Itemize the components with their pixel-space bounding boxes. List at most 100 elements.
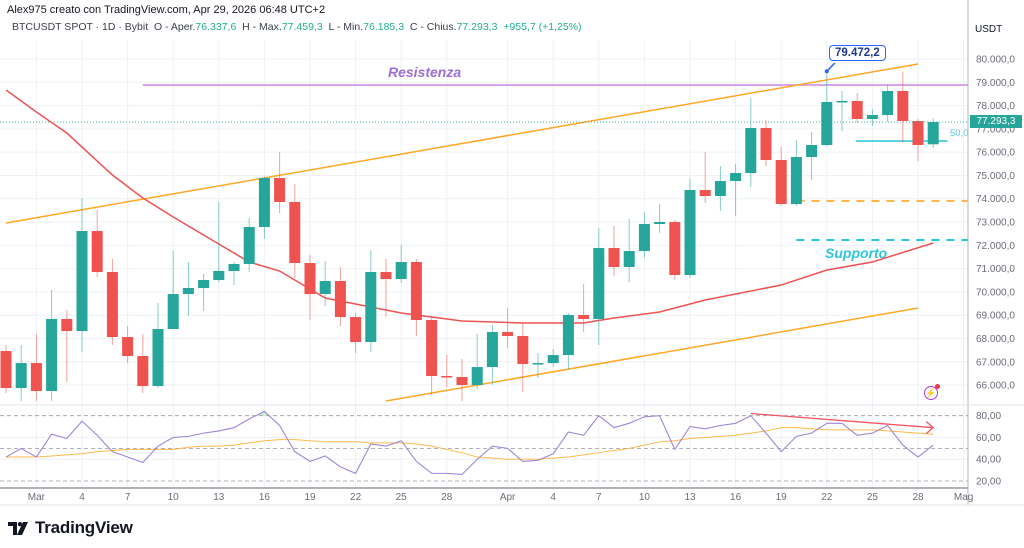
time-tick-label: 28 [441, 492, 453, 503]
time-tick-label: 10 [639, 492, 651, 503]
moving-average-line [5, 89, 934, 324]
tradingview-logo-icon [8, 521, 28, 535]
price-tick-label: 69.000,0 [976, 311, 1015, 322]
time-tick-label: 7 [596, 492, 602, 503]
upper-trendline [5, 63, 919, 224]
price-tick-label: 78.000,0 [976, 101, 1015, 112]
rsi-divergence-arrow [750, 412, 934, 429]
candle-body [61, 319, 73, 332]
candle-body [152, 329, 164, 387]
candle-body [380, 272, 392, 280]
candle-body [137, 356, 149, 387]
low-label: L - Min. [328, 21, 364, 33]
time-tick-label: 22 [350, 492, 362, 503]
candle-body [547, 355, 559, 364]
rsi-line [5, 410, 934, 476]
candle-body [46, 319, 58, 392]
candle-body [562, 315, 574, 356]
candle-body [182, 288, 194, 295]
candle-body [866, 115, 878, 119]
rsi-tick-label: 20,00 [976, 476, 1001, 487]
high-price-callout: 79.472,2 [829, 45, 886, 61]
candle-body [578, 315, 590, 320]
candle-body [851, 100, 863, 119]
attribution-text: Alex975 creato con TradingView.com, Apr … [7, 4, 326, 16]
close-label: C - Chius. [409, 21, 457, 33]
price-tick-label: 67.000,0 [976, 357, 1015, 368]
candle-body [882, 91, 894, 116]
time-tick-label: Mar [28, 492, 46, 503]
currency-label[interactable]: USDT [975, 24, 1003, 35]
rsi-tick-label: 80,00 [976, 411, 1001, 422]
price-tick-label: 80.000,0 [976, 55, 1015, 66]
candle-body [395, 262, 407, 280]
candle-body [669, 222, 681, 276]
candle-body [699, 190, 711, 197]
time-tick-label: 7 [125, 492, 131, 503]
candle-body [745, 128, 757, 174]
candle-body [289, 202, 301, 264]
lower-trendline [385, 307, 919, 402]
candle-body [167, 294, 179, 330]
candle-body [274, 178, 286, 203]
price-tick-label: 66.000,0 [976, 381, 1015, 392]
candle-body [198, 280, 210, 289]
logo-text: TradingView [35, 518, 133, 537]
symbol-legend: BTCUSDT SPOT · 1D · Bybit O - Aper.76.33… [12, 21, 582, 33]
arrow-head-icon [925, 421, 935, 435]
candle-body [319, 281, 331, 295]
time-tick-label: 22 [821, 492, 833, 503]
fib-level-label: 50,0 [950, 128, 968, 139]
candle-body [775, 160, 787, 205]
symbol-name[interactable]: BTCUSDT SPOT · 1D · Bybit [12, 21, 149, 33]
candle-body [228, 264, 240, 272]
open-label: O - Aper. [153, 21, 196, 33]
time-tick-label: 25 [396, 492, 408, 503]
time-tick-label: 16 [730, 492, 742, 503]
high-label: H - Max. [242, 21, 282, 33]
candle-body [471, 367, 483, 386]
candle-body [350, 317, 362, 343]
candle-body [714, 181, 726, 197]
price-tick-label: 77.000,0 [976, 124, 1015, 135]
candle-body [517, 336, 529, 365]
price-tick-label: 71.000,0 [976, 264, 1015, 275]
candle-body [365, 272, 377, 343]
low-value: 76.185,3 [363, 21, 405, 33]
candle-body [730, 173, 742, 182]
candle-body [897, 91, 909, 121]
time-tick-label: 4 [550, 492, 556, 503]
time-tick-label: 19 [304, 492, 316, 503]
candle-body [258, 178, 270, 228]
open-value: 76.337,6 [195, 21, 237, 33]
time-tick-label: 25 [867, 492, 879, 503]
candle-body [334, 281, 346, 318]
time-tick-label: 19 [776, 492, 788, 503]
time-tick-label: 16 [259, 492, 271, 503]
price-tick-label: 79.000,0 [976, 78, 1015, 89]
price-tick-label: 75.000,0 [976, 171, 1015, 182]
candle-body [836, 100, 848, 103]
high-value: 77.459,3 [281, 21, 323, 33]
price-tick-label: 73.000,0 [976, 218, 1015, 229]
candle-body [76, 231, 88, 332]
support-label: Supporto [825, 245, 888, 261]
candle-body [806, 145, 818, 158]
time-tick-label: 13 [213, 492, 225, 503]
candle-body [623, 251, 635, 268]
candle-body [638, 224, 650, 252]
candle-body [410, 262, 422, 321]
candle-body [304, 263, 316, 295]
high-callout-pointer [826, 62, 836, 72]
rsi-overbought-fill [255, 411, 270, 416]
alert-lightning-icon[interactable]: ⚡ [924, 384, 940, 400]
tradingview-logo[interactable]: TradingView [8, 518, 133, 538]
close-value: 77.293,3 [456, 21, 498, 33]
price-tick-label: 76.000,0 [976, 148, 1015, 159]
time-tick-label: 10 [168, 492, 180, 503]
change-value: +955,7 (+1,25%) [503, 21, 582, 33]
candle-body [654, 222, 666, 225]
time-tick-label: Mag [954, 492, 973, 503]
candle-body [426, 320, 438, 377]
